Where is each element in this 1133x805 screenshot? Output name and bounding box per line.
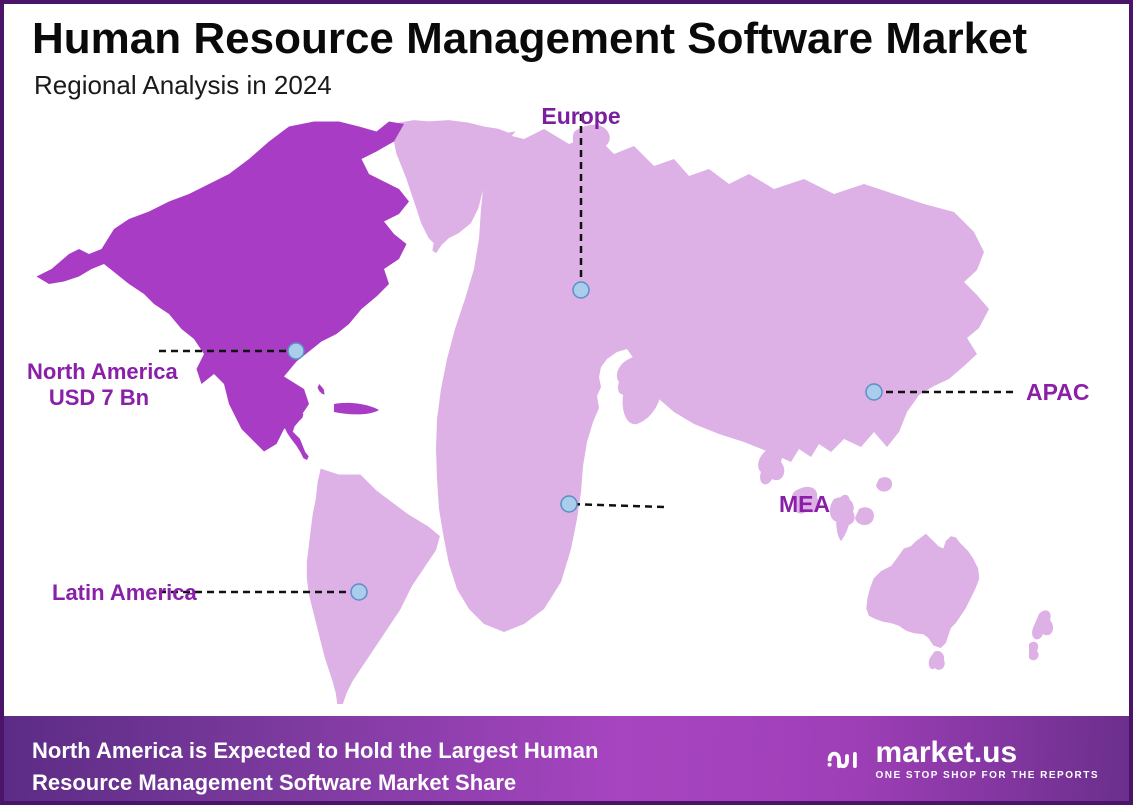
svg-text:Europe: Europe <box>541 104 620 129</box>
svg-text:MEA: MEA <box>779 491 830 517</box>
svg-text:Latin America: Latin America <box>52 580 197 605</box>
svg-text:USD 7 Bn: USD 7 Bn <box>49 385 149 410</box>
svg-text:North America: North America <box>27 359 179 384</box>
svg-text:APAC: APAC <box>1026 379 1089 405</box>
